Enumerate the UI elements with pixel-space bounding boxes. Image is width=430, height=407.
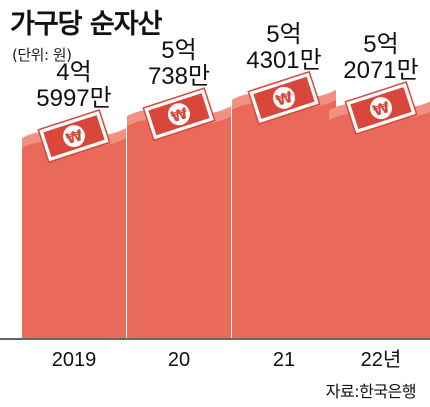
banknote-seal bbox=[168, 103, 190, 126]
bar bbox=[127, 106, 231, 338]
won-symbol: ₩ bbox=[371, 98, 393, 120]
value-label-line1: 5억 bbox=[161, 37, 196, 64]
won-symbol: ₩ bbox=[64, 126, 86, 148]
value-label-line1: 5억 bbox=[363, 31, 398, 58]
won-symbol: ₩ bbox=[169, 104, 191, 126]
banknote-icon: ₩ bbox=[247, 70, 321, 125]
value-label-line2: 4301만 bbox=[246, 47, 321, 74]
value-label-line2: 738만 bbox=[148, 63, 210, 90]
banknote-icon: ₩ bbox=[37, 109, 111, 164]
banknote-icon: ₩ bbox=[142, 87, 216, 142]
value-label-line2: 5997만 bbox=[36, 85, 111, 112]
banknote-icon: ₩ bbox=[344, 81, 418, 136]
value-label-line2: 2071만 bbox=[343, 57, 418, 84]
bar bbox=[232, 89, 336, 338]
x-tick-label: 21 bbox=[273, 349, 295, 371]
x-tick-label: 20 bbox=[168, 349, 190, 371]
x-tick-label: 22년 bbox=[361, 348, 402, 371]
value-label-line1: 5억 bbox=[266, 21, 301, 48]
banknote-seal bbox=[63, 125, 85, 148]
banknote-seal bbox=[370, 97, 392, 120]
source-note: 자료:한국은행 bbox=[325, 382, 417, 401]
bar bbox=[22, 128, 126, 338]
chart-title: 가구당 순자산 bbox=[10, 9, 162, 40]
x-tick-label: 2019 bbox=[52, 349, 97, 371]
value-label-line1: 4억 bbox=[56, 59, 91, 86]
won-symbol: ₩ bbox=[274, 88, 296, 110]
bar bbox=[329, 101, 430, 338]
banknote-seal bbox=[273, 86, 295, 109]
unit-label: (단위: 원) bbox=[12, 46, 72, 64]
